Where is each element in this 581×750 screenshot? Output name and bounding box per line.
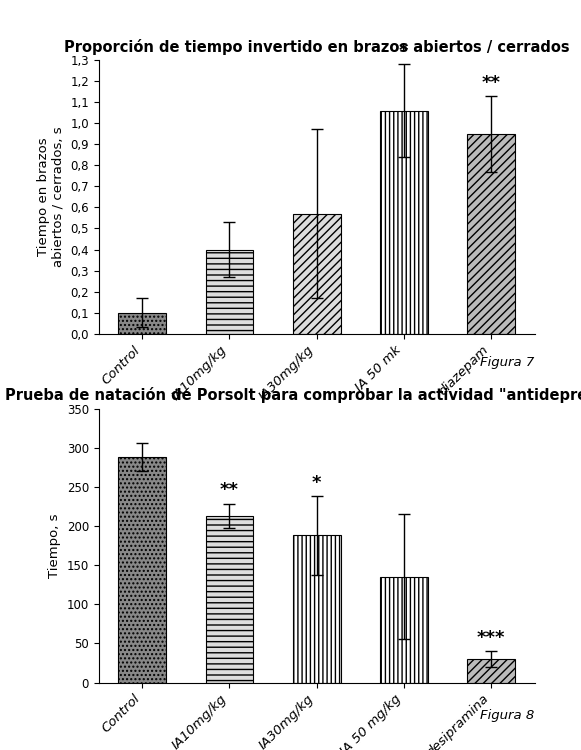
Text: *: * <box>399 42 408 60</box>
Bar <box>206 250 253 334</box>
Bar <box>467 659 515 682</box>
Bar <box>293 214 340 334</box>
Text: **: ** <box>482 74 500 92</box>
Text: Figura 7: Figura 7 <box>480 356 535 369</box>
Y-axis label: Tiempo en brazos
abiertos / cerrados, s: Tiempo en brazos abiertos / cerrados, s <box>37 127 64 267</box>
Bar <box>293 536 340 682</box>
Bar <box>380 577 428 682</box>
Bar <box>119 458 166 682</box>
Text: **: ** <box>220 482 239 500</box>
Text: *: * <box>312 474 321 492</box>
Text: Figura 8: Figura 8 <box>480 709 535 722</box>
Text: ***: *** <box>476 628 505 646</box>
Y-axis label: Tiempo, s: Tiempo, s <box>48 514 61 578</box>
Bar <box>206 516 253 682</box>
Bar <box>467 134 515 334</box>
Title: Prueba de natación de Porsolt para comprobar la actividad "antidepresiva": Prueba de natación de Porsolt para compr… <box>5 388 581 404</box>
Bar <box>119 313 166 334</box>
Bar <box>380 110 428 334</box>
Title: Proporción de tiempo invertido en brazos abiertos / cerrados: Proporción de tiempo invertido en brazos… <box>64 39 569 55</box>
